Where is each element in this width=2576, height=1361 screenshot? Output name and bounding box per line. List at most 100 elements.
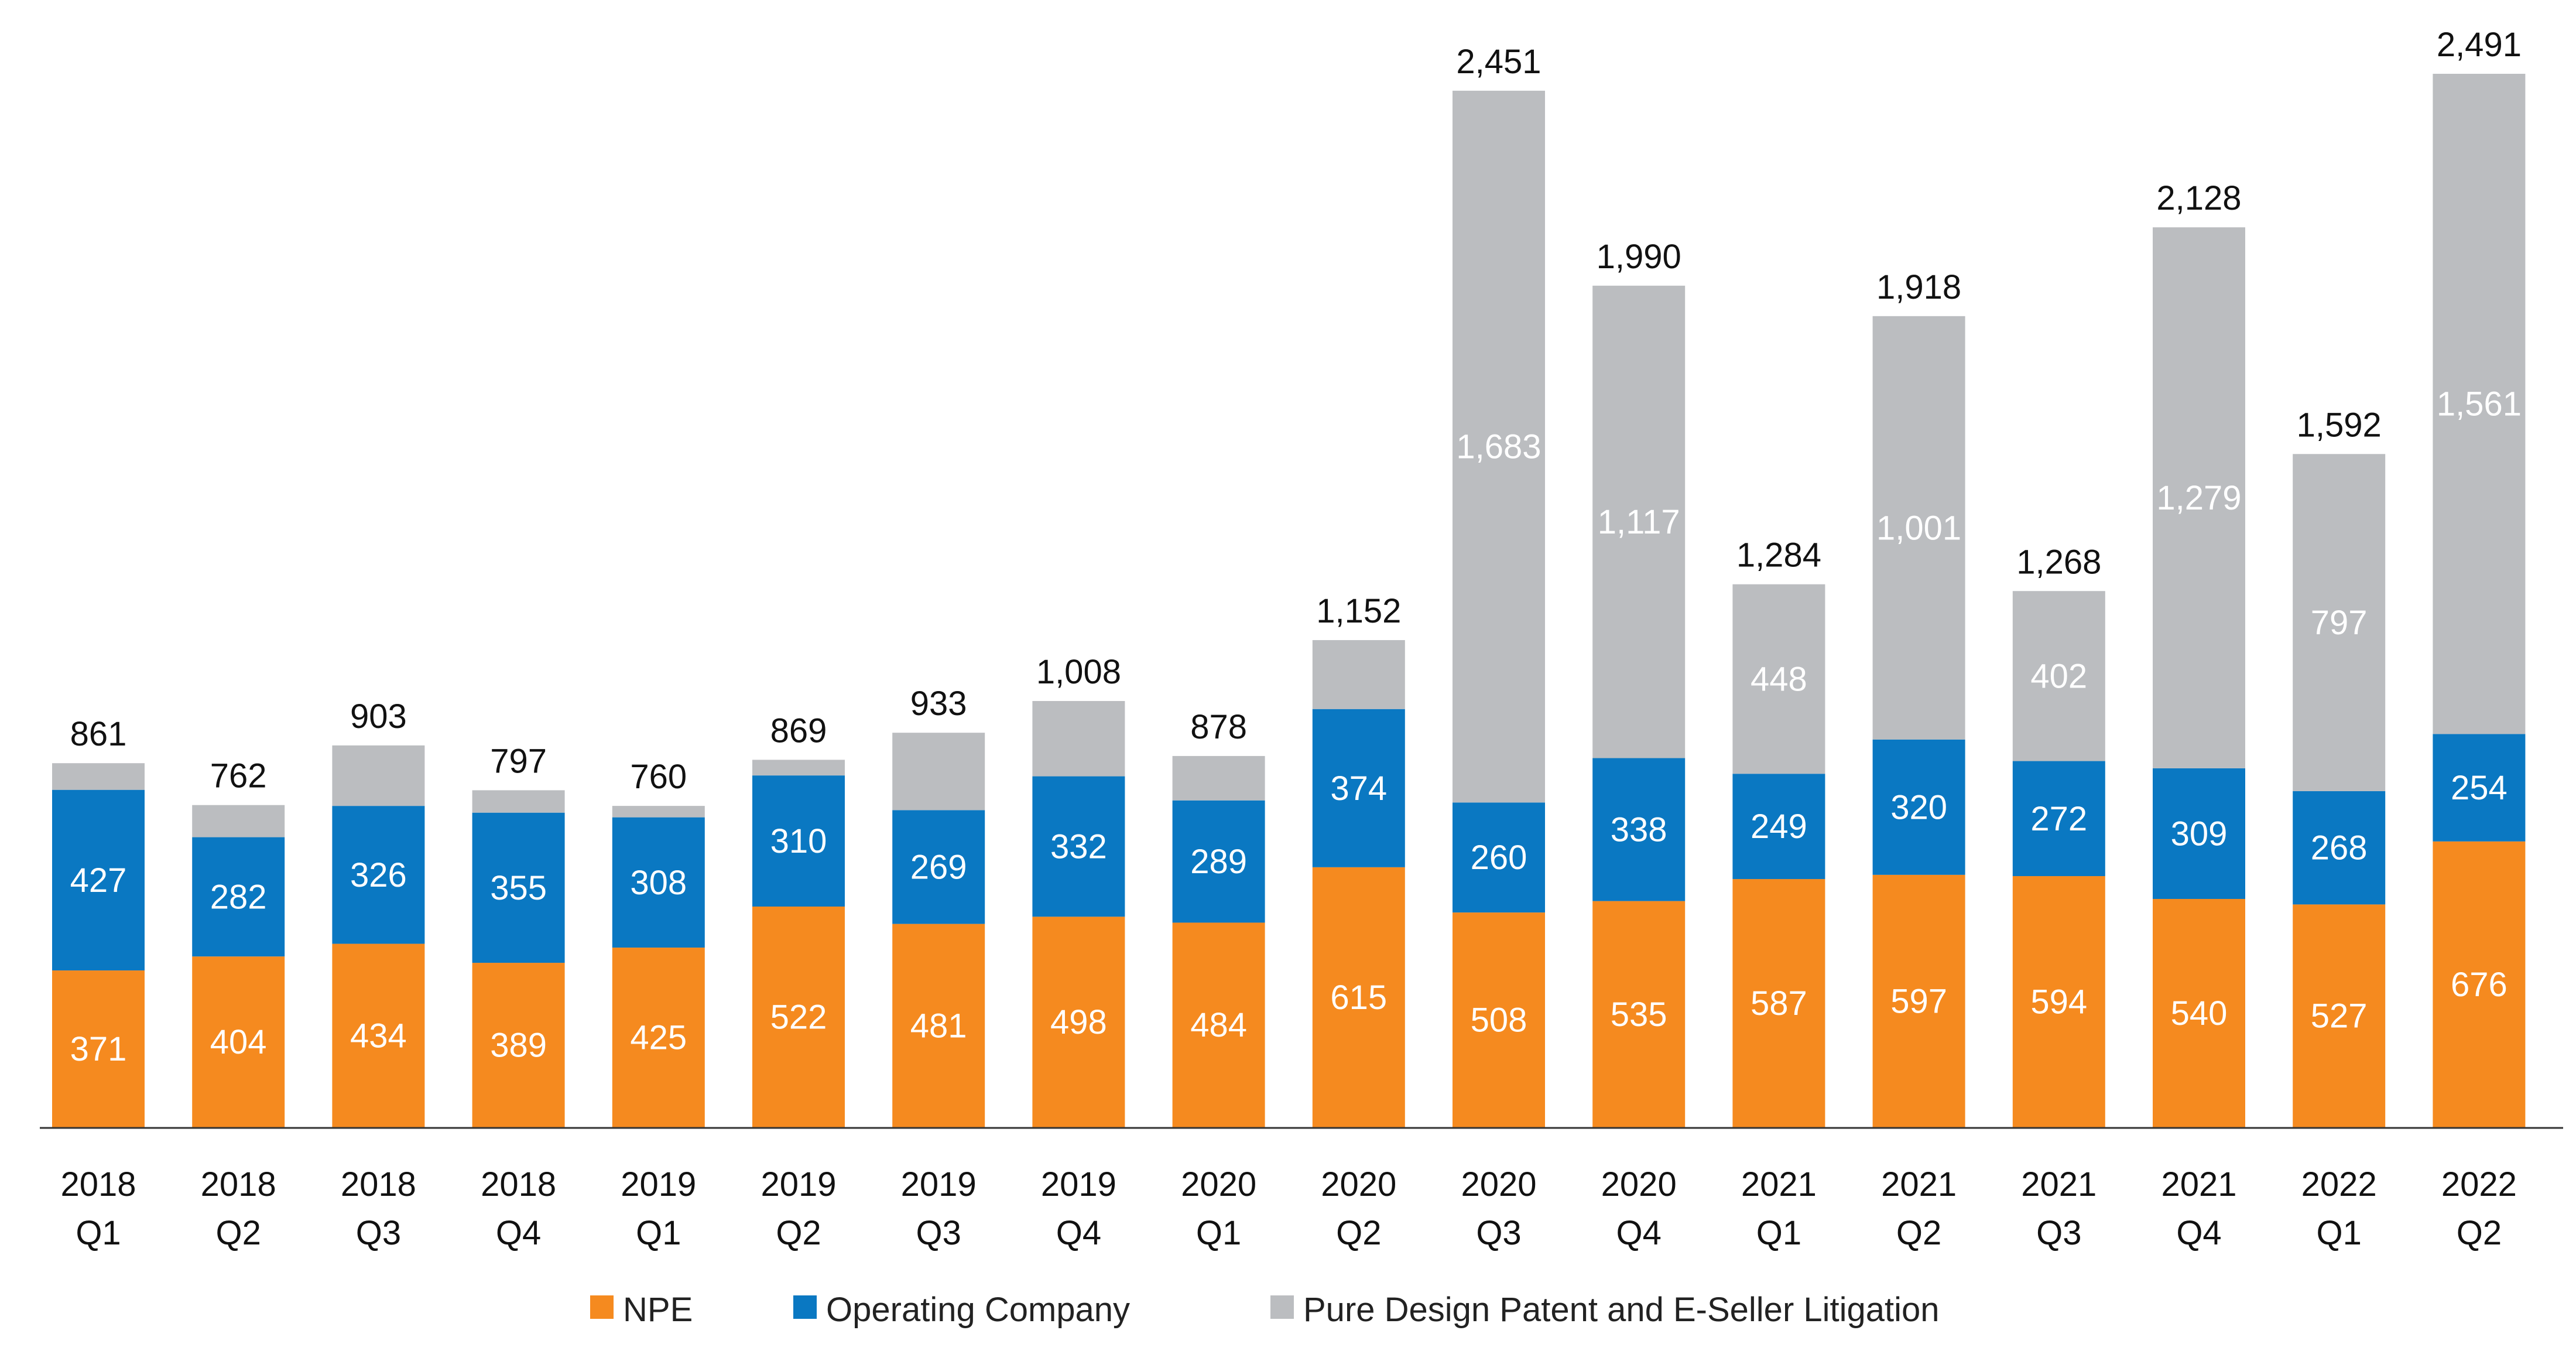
x-tick-year: 2018 bbox=[201, 1165, 276, 1203]
bar-segment bbox=[892, 733, 985, 810]
x-tick-year: 2020 bbox=[1601, 1165, 1677, 1203]
x-tick-year: 2018 bbox=[341, 1165, 416, 1203]
segment-value-label: 481 bbox=[910, 1007, 967, 1045]
x-tick-year: 2020 bbox=[1321, 1165, 1396, 1203]
x-tick-quarter: Q1 bbox=[1756, 1214, 1801, 1252]
x-tick-year: 2022 bbox=[2441, 1165, 2517, 1203]
bar-total-label: 1,268 bbox=[2016, 543, 2101, 581]
segment-value-label: 355 bbox=[490, 869, 547, 907]
x-tick-quarter: Q3 bbox=[2036, 1214, 2081, 1252]
x-tick-quarter: Q1 bbox=[636, 1214, 681, 1252]
bar-total-label: 878 bbox=[1190, 708, 1247, 746]
legend-swatch bbox=[590, 1295, 614, 1319]
bar-total-label: 2,451 bbox=[1456, 43, 1541, 81]
segment-value-label: 427 bbox=[70, 861, 127, 900]
legend-label: Pure Design Patent and E-Seller Litigati… bbox=[1303, 1291, 1940, 1329]
x-tick-year: 2021 bbox=[1741, 1165, 1817, 1203]
bar-total-label: 1,592 bbox=[2297, 406, 2382, 444]
bar-segment bbox=[332, 746, 424, 806]
bar-total-label: 1,284 bbox=[1736, 536, 1821, 575]
x-tick-year: 2018 bbox=[60, 1165, 136, 1203]
bar-segment bbox=[472, 790, 565, 812]
bar-total-label: 2,491 bbox=[2437, 26, 2522, 64]
segment-value-label: 272 bbox=[2030, 800, 2087, 838]
x-tick-year: 2019 bbox=[761, 1165, 836, 1203]
segment-value-label: 498 bbox=[1050, 1003, 1107, 1041]
segment-value-label: 260 bbox=[1471, 839, 1527, 877]
segment-value-label: 332 bbox=[1050, 827, 1107, 866]
x-tick-quarter: Q2 bbox=[776, 1214, 821, 1252]
x-tick-year: 2019 bbox=[1041, 1165, 1116, 1203]
segment-value-label: 308 bbox=[630, 864, 687, 902]
bar-total-label: 760 bbox=[630, 758, 687, 796]
x-tick-quarter: Q2 bbox=[1896, 1214, 1941, 1252]
x-tick-quarter: Q4 bbox=[2176, 1214, 2221, 1252]
segment-value-label: 1,001 bbox=[1876, 509, 1961, 547]
legend-swatch bbox=[1270, 1295, 1294, 1319]
bar-total-label: 933 bbox=[910, 685, 967, 723]
bar-total-label: 1,990 bbox=[1597, 238, 1681, 276]
bar-total-label: 903 bbox=[350, 697, 407, 736]
x-tick-year: 2020 bbox=[1181, 1165, 1256, 1203]
legend-label: NPE bbox=[623, 1291, 693, 1329]
segment-value-label: 310 bbox=[770, 822, 827, 860]
segment-value-label: 249 bbox=[1751, 808, 1807, 846]
x-tick-quarter: Q1 bbox=[76, 1214, 121, 1252]
x-tick-quarter: Q2 bbox=[1336, 1214, 1381, 1252]
x-tick-year: 2018 bbox=[481, 1165, 556, 1203]
bar-segment bbox=[1173, 756, 1265, 801]
x-tick-year: 2021 bbox=[1881, 1165, 1957, 1203]
legend-label: Operating Company bbox=[826, 1291, 1130, 1329]
segment-value-label: 508 bbox=[1471, 1001, 1527, 1039]
bar-total-label: 762 bbox=[210, 757, 267, 795]
segment-value-label: 797 bbox=[2311, 604, 2368, 642]
segment-value-label: 1,117 bbox=[1598, 503, 1680, 541]
x-tick-quarter: Q3 bbox=[356, 1214, 401, 1252]
segment-value-label: 527 bbox=[2311, 997, 2368, 1035]
segment-value-label: 309 bbox=[2171, 815, 2228, 853]
x-tick-quarter: Q1 bbox=[1196, 1214, 1241, 1252]
segment-value-label: 389 bbox=[490, 1027, 547, 1065]
x-tick-year: 2021 bbox=[2021, 1165, 2097, 1203]
bar-total-label: 869 bbox=[770, 712, 827, 750]
x-tick-quarter: Q4 bbox=[1056, 1214, 1101, 1252]
segment-value-label: 597 bbox=[1890, 982, 1947, 1020]
segment-value-label: 338 bbox=[1611, 811, 1667, 849]
bar-total-label: 1,152 bbox=[1316, 592, 1401, 630]
segment-value-label: 448 bbox=[1751, 660, 1807, 698]
x-tick-quarter: Q4 bbox=[1616, 1214, 1662, 1252]
segment-value-label: 289 bbox=[1190, 843, 1247, 881]
segment-value-label: 540 bbox=[2171, 994, 2228, 1032]
chart-canvas: 3714278612018Q14042827622018Q24343269032… bbox=[0, 0, 2576, 1358]
segment-value-label: 1,683 bbox=[1456, 428, 1541, 466]
bar-total-label: 1,008 bbox=[1036, 653, 1121, 691]
bar-segment bbox=[1313, 640, 1405, 709]
segment-value-label: 404 bbox=[210, 1023, 267, 1061]
segment-value-label: 522 bbox=[770, 998, 827, 1037]
x-tick-quarter: Q1 bbox=[2317, 1214, 2362, 1252]
x-tick-year: 2022 bbox=[2301, 1165, 2377, 1203]
segment-value-label: 320 bbox=[1890, 788, 1947, 826]
segment-value-label: 254 bbox=[2451, 769, 2508, 807]
x-tick-year: 2021 bbox=[2161, 1165, 2236, 1203]
segment-value-label: 434 bbox=[350, 1017, 407, 1055]
bar-segment bbox=[1032, 701, 1125, 777]
x-tick-quarter: Q2 bbox=[216, 1214, 261, 1252]
segment-value-label: 425 bbox=[630, 1019, 687, 1057]
x-tick-quarter: Q3 bbox=[916, 1214, 961, 1252]
segment-value-label: 594 bbox=[2030, 983, 2087, 1021]
bar-total-label: 1,918 bbox=[1876, 268, 1961, 306]
segment-value-label: 535 bbox=[1611, 996, 1667, 1034]
legend-swatch bbox=[793, 1295, 817, 1319]
segment-value-label: 676 bbox=[2451, 966, 2508, 1004]
x-tick-year: 2019 bbox=[621, 1165, 696, 1203]
segment-value-label: 282 bbox=[210, 878, 267, 916]
segment-value-label: 326 bbox=[350, 856, 407, 894]
segment-value-label: 1,279 bbox=[2156, 479, 2241, 517]
stacked-bar-chart: 3714278612018Q14042827622018Q24343269032… bbox=[0, 0, 2576, 1358]
x-tick-quarter: Q3 bbox=[1476, 1214, 1521, 1252]
segment-value-label: 402 bbox=[2030, 657, 2087, 695]
bar-total-label: 861 bbox=[70, 715, 127, 753]
x-tick-quarter: Q2 bbox=[2457, 1214, 2502, 1252]
bar-segment bbox=[752, 760, 845, 775]
